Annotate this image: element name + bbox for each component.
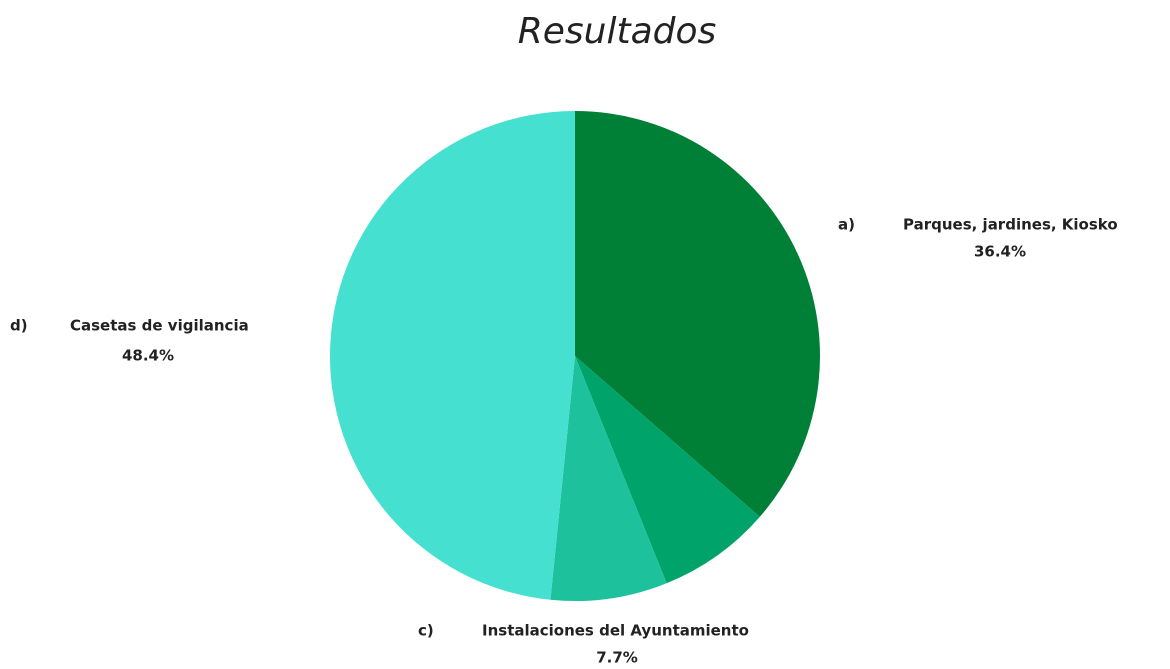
slice-label: Casetas de vigilancia: [70, 317, 249, 335]
slice-value: 7.7%: [596, 649, 638, 667]
slice-label: Parques, jardines, Kiosko: [903, 216, 1118, 234]
slice-letter: a): [838, 216, 855, 234]
slice-value: 48.4%: [122, 347, 174, 365]
pie-slice: [575, 111, 820, 517]
pie-slice: [550, 356, 667, 601]
pie-slice: [330, 111, 575, 600]
slice-label: Instalaciones del Ayuntamiento: [482, 622, 749, 640]
slice-value: 36.4%: [974, 243, 1026, 261]
chart-title: Resultados: [518, 11, 717, 52]
pie-slice: [575, 356, 760, 584]
slice-letter: d): [10, 317, 28, 335]
slice-letter: c): [418, 622, 434, 640]
